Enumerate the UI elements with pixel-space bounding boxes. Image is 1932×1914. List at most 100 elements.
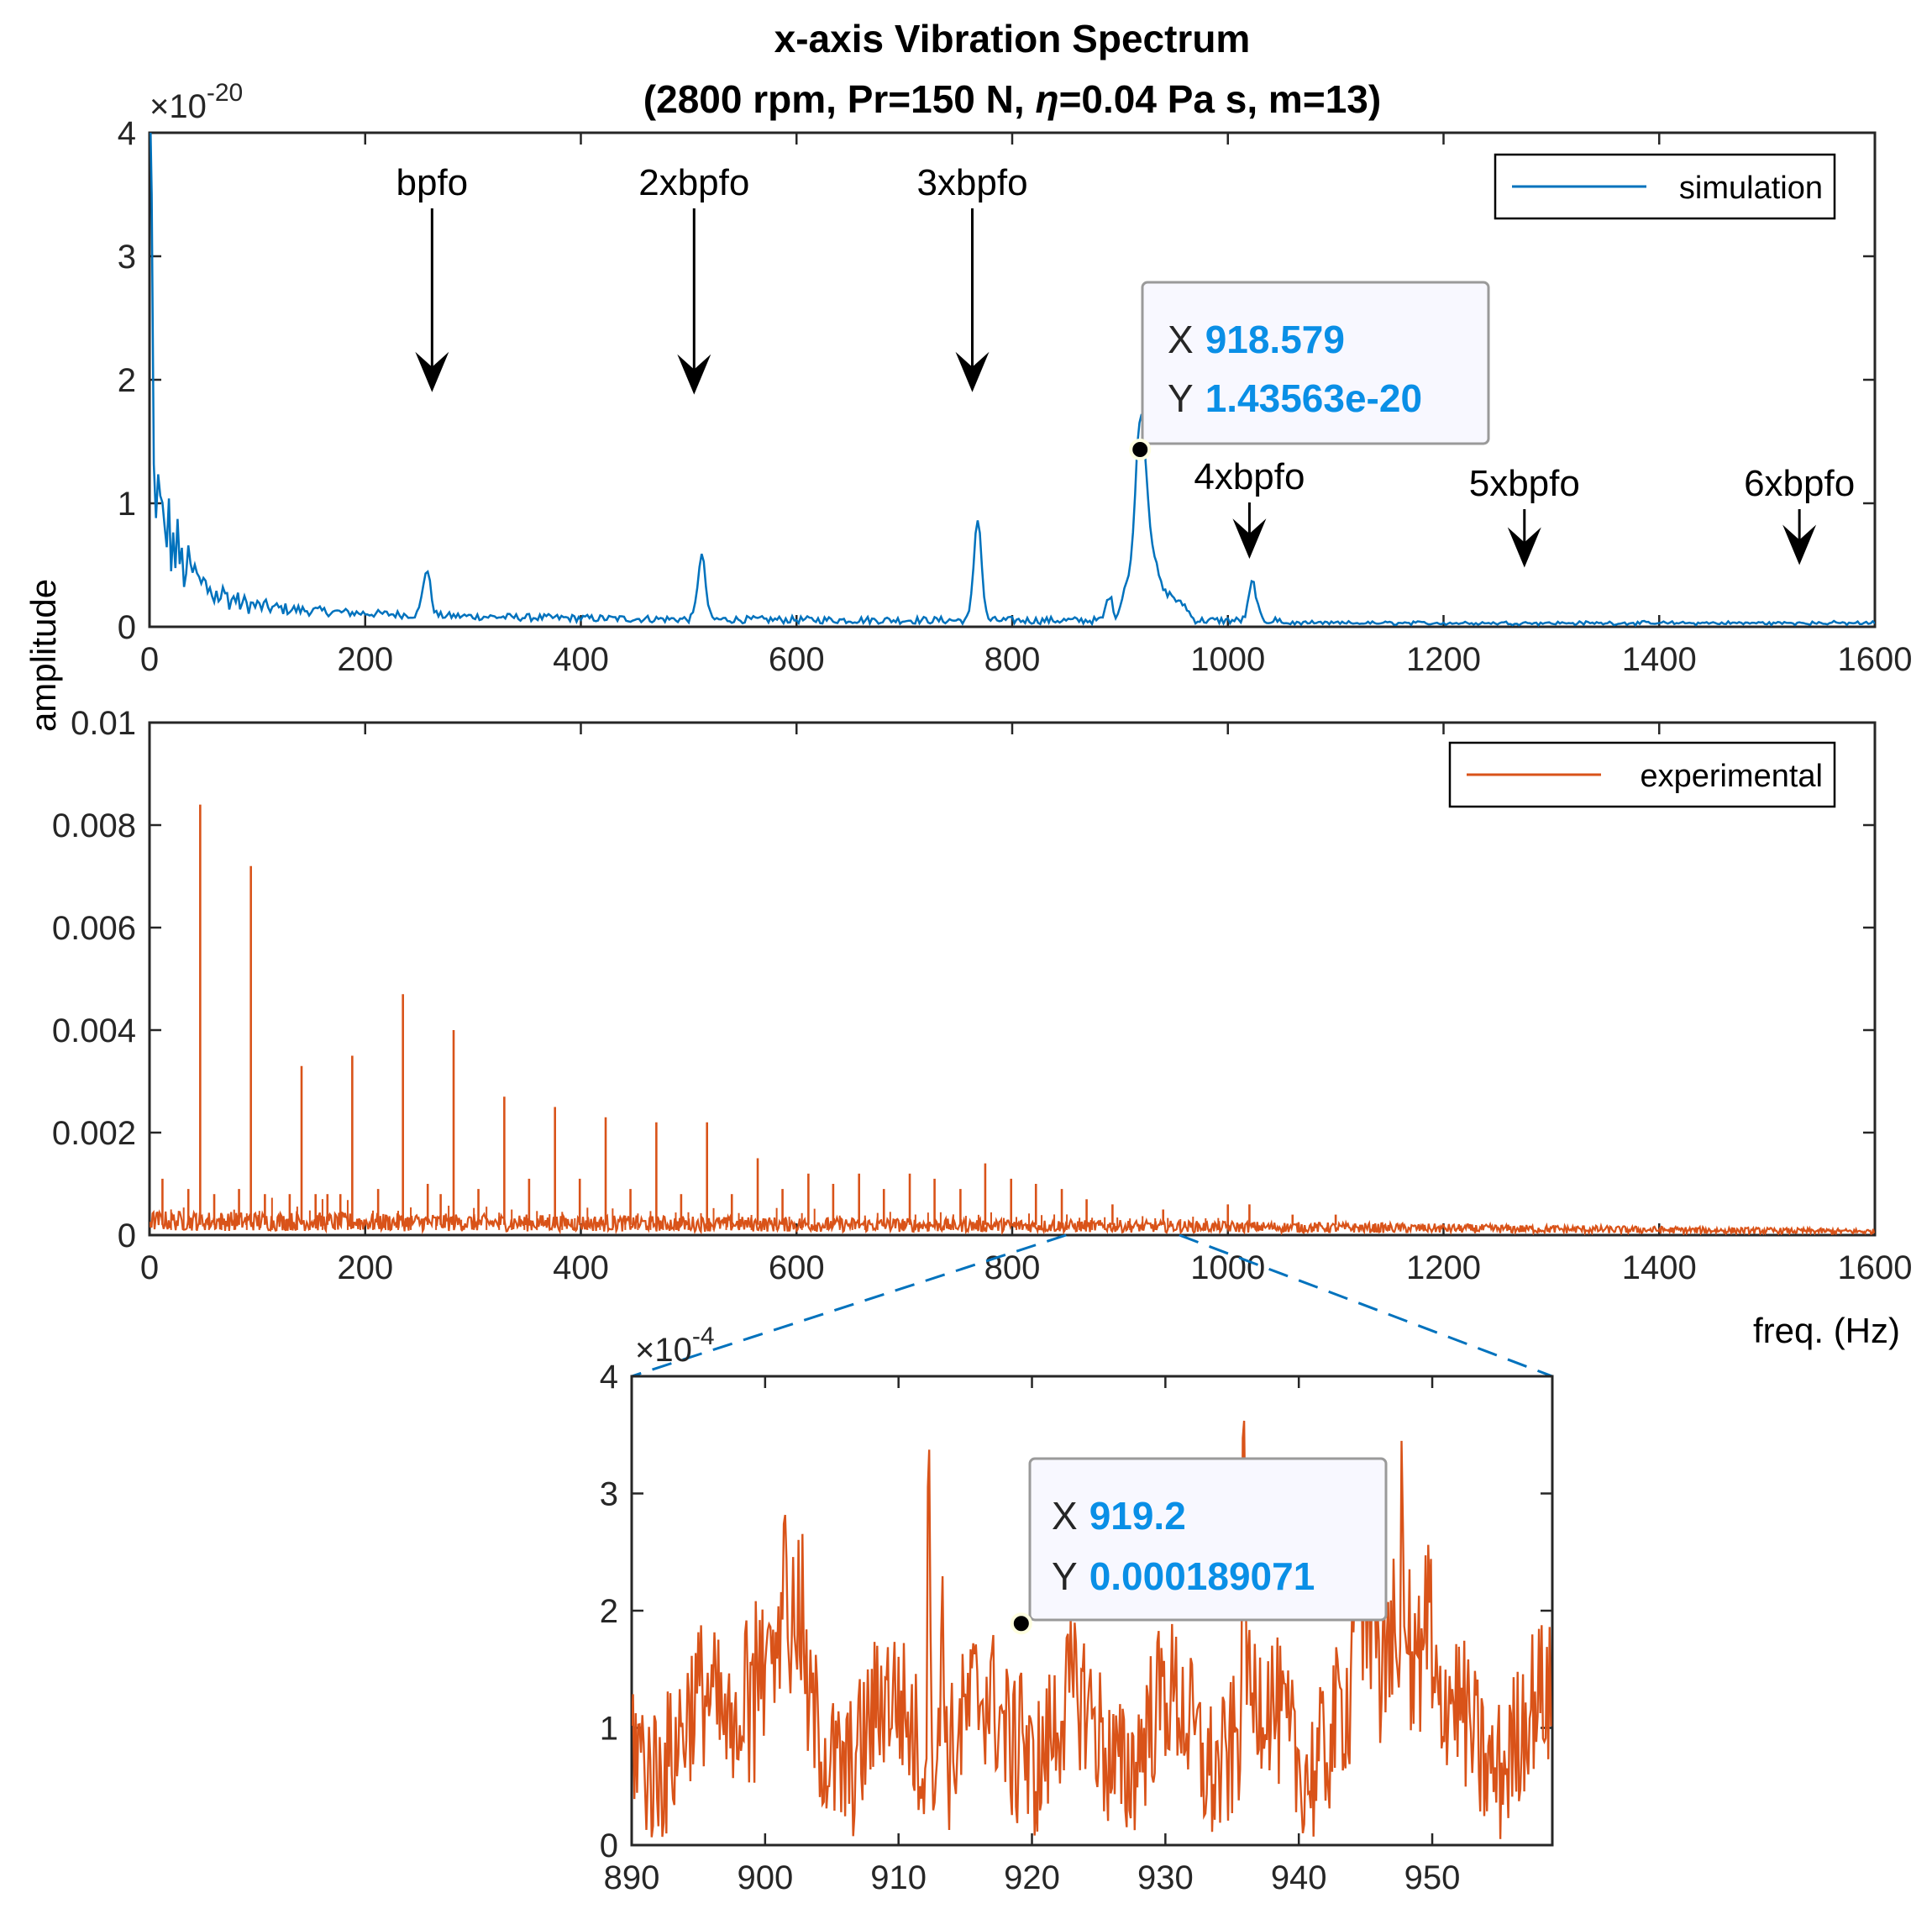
plot1-ticks: 0 200 400 600 800 1000 1200 1400 1600 0 1 2 3 4	[118, 115, 1913, 678]
plot3-datatip-x: X 919.2	[1052, 1494, 1186, 1538]
plot1-exponent: ×10-20	[150, 79, 243, 125]
plot2-ytick-label: 4	[600, 1359, 618, 1396]
simulation-curve	[150, 133, 1875, 627]
plot3-datatip-y-label: Y	[1052, 1554, 1078, 1598]
zoom-plot: 890 900 910 920 930 940 950 0 1 2 3 4 ×10-4 X 919.2 …	[600, 1322, 1554, 1896]
plot3-ticks: 890 900 910 920 930 940 950 0 1 2 3 4	[600, 1359, 1552, 1896]
plot3-exponent-power: -4	[692, 1322, 715, 1350]
plot0-xtick-label: 800	[984, 641, 1041, 678]
plot0-xtick-label: 1400	[1622, 641, 1697, 678]
plot0-xtick-label: 400	[553, 641, 609, 678]
y-axis-label: amplitude	[24, 579, 63, 732]
plot1-ytick-label: 0.002	[52, 1115, 136, 1152]
plot2-xtick-label: 890	[604, 1859, 660, 1896]
plot2-ytick-label: 0	[600, 1827, 618, 1864]
plot1-ytick-label: 0.004	[52, 1012, 136, 1049]
zoom-connector-lines	[631, 1233, 1553, 1378]
experimental-plot: 0 200 400 600 800 1000 1200 1400 1600 0 0.002 0.004…	[52, 705, 1913, 1350]
plot2-ytick-label: 2	[600, 1593, 618, 1630]
annotation-arrow-head	[955, 351, 990, 392]
plot1-xtick-label: 1600	[1838, 1249, 1913, 1286]
plot0-ytick-label: 4	[118, 115, 136, 152]
plot3-exponent: ×10-4	[635, 1322, 715, 1369]
plot2-legend-label: experimental	[1640, 759, 1823, 794]
plot3-datatip[interactable]: X 919.2 Y 0.000189071	[1010, 1457, 1388, 1635]
title-prefix: (2800 rpm, Pr=150 N,	[643, 77, 1036, 121]
plot0-xtick-label: 0	[140, 641, 159, 678]
plot2-xtick-label: 940	[1271, 1859, 1327, 1896]
plot2-xtick-label: 950	[1404, 1859, 1461, 1896]
plot1-xtick-label: 200	[337, 1249, 393, 1286]
plot0-xtick-label: 600	[769, 641, 825, 678]
plot3-datatip-box	[1028, 1457, 1388, 1622]
annotation-arrow-head	[1782, 524, 1817, 565]
plot2-axes-box	[148, 721, 1877, 1237]
x-axis-label: freq. (Hz)	[1753, 1311, 1900, 1350]
plot1-legend[interactable]: simulation	[1494, 153, 1836, 220]
annotation-label: 4xbpfo	[1194, 456, 1305, 497]
zoom-connector-right	[1179, 1233, 1553, 1378]
plot1-xtick-label: 1400	[1622, 1249, 1697, 1286]
plot1-datatip-box	[1141, 281, 1490, 445]
plot1-ytick-label: 0.006	[52, 910, 136, 947]
plot1-xtick-label: 400	[553, 1249, 609, 1286]
plot2-legend[interactable]: experimental	[1448, 741, 1836, 808]
plot1-datatip-y: Y 1.43563e-20	[1168, 376, 1422, 420]
annotation-label: 2xbpfo	[638, 162, 749, 203]
plot2-legend-box	[1448, 741, 1836, 808]
plot1-annotations: bpfo 2xbpfo 3xbpfo 4xbpfo 5xbpfo 6xbpfo	[396, 162, 1855, 568]
plot1-datatip-y-value: 1.43563e-20	[1205, 376, 1422, 420]
plot1-datatip-x-value: 918.579	[1205, 318, 1345, 361]
title-suffix: =0.04 Pa s, m=13)	[1059, 77, 1382, 121]
plot2-xtick-label: 910	[870, 1859, 927, 1896]
plot1-xtick-label: 600	[769, 1249, 825, 1286]
plot2-xtick-label: 930	[1137, 1859, 1194, 1896]
plot0-xtick-label: 1000	[1190, 641, 1265, 678]
plot1-ytick-label: 0	[118, 1217, 136, 1254]
plot0-ytick-label: 3	[118, 239, 136, 276]
annotation-label: 3xbpfo	[916, 162, 1027, 203]
annotation-arrow-head	[1507, 527, 1541, 568]
zoom-series-line	[632, 1420, 1552, 1839]
plot0-ytick-label: 0	[118, 609, 136, 646]
plot0-ytick-label: 1	[118, 486, 136, 523]
plot1-ytick-label: 0.01	[71, 705, 136, 742]
plot3-datatip-marker[interactable]	[1010, 1612, 1032, 1635]
annotation-label: 5xbpfo	[1469, 463, 1580, 504]
plot1-xtick-label: 1200	[1406, 1249, 1481, 1286]
plot1-datatip-marker[interactable]	[1129, 438, 1152, 460]
annotation-label: 6xbpfo	[1744, 463, 1855, 504]
plot1-legend-label: simulation	[1679, 171, 1823, 206]
plot2-xtick-label: 900	[737, 1859, 793, 1896]
zoom-connector-left	[631, 1233, 1067, 1378]
plot0-xtick-label: 1200	[1406, 641, 1481, 678]
plot0-xtick-label: 200	[337, 641, 393, 678]
experimental-series-line	[150, 804, 1875, 1235]
annotation-arrow-head	[1232, 518, 1267, 560]
plot1-datatip[interactable]: X 918.579 Y 1.43563e-20	[1129, 281, 1490, 460]
plot1-xtick-label: 1000	[1190, 1249, 1265, 1286]
annotation-arrow-head	[677, 354, 711, 395]
plot2-ticks: 0 200 400 600 800 1000 1200 1400 1600 0 0.002 0.004…	[52, 705, 1913, 1286]
plot1-xtick-label: 0	[140, 1249, 159, 1286]
plot2-ytick-label: 1	[600, 1711, 618, 1748]
zoom-curve	[632, 1420, 1552, 1839]
chart-title-line2: (2800 rpm, Pr=150 N, η=0.04 Pa s, m=13)	[643, 77, 1381, 121]
plot0-xtick-label: 1600	[1838, 641, 1913, 678]
plot1-exponent-base: ×10	[150, 88, 207, 125]
plot3-exponent-base: ×10	[635, 1332, 692, 1369]
plot1-datatip-x: X 918.579	[1168, 318, 1345, 361]
plot3-datatip-y-value: 0.000189071	[1089, 1554, 1315, 1598]
plot1-exponent-power: -20	[207, 79, 243, 107]
plot1-datatip-y-label: Y	[1168, 376, 1194, 420]
plot1-ytick-label: 0.008	[52, 807, 136, 844]
plot2-xtick-label: 920	[1004, 1859, 1060, 1896]
simulation-series-line	[150, 133, 1875, 627]
plot3-datatip-x-value: 919.2	[1089, 1494, 1186, 1538]
plot1-xtick-label: 800	[984, 1249, 1041, 1286]
plot1-datatip-x-label: X	[1168, 318, 1194, 361]
annotation-label: bpfo	[396, 162, 469, 203]
simulation-plot: 0 200 400 600 800 1000 1200 1400 1600 0 1 2 3 4 bpfo 2…	[118, 79, 1913, 678]
plot3-datatip-y: Y 0.000189071	[1052, 1554, 1315, 1598]
